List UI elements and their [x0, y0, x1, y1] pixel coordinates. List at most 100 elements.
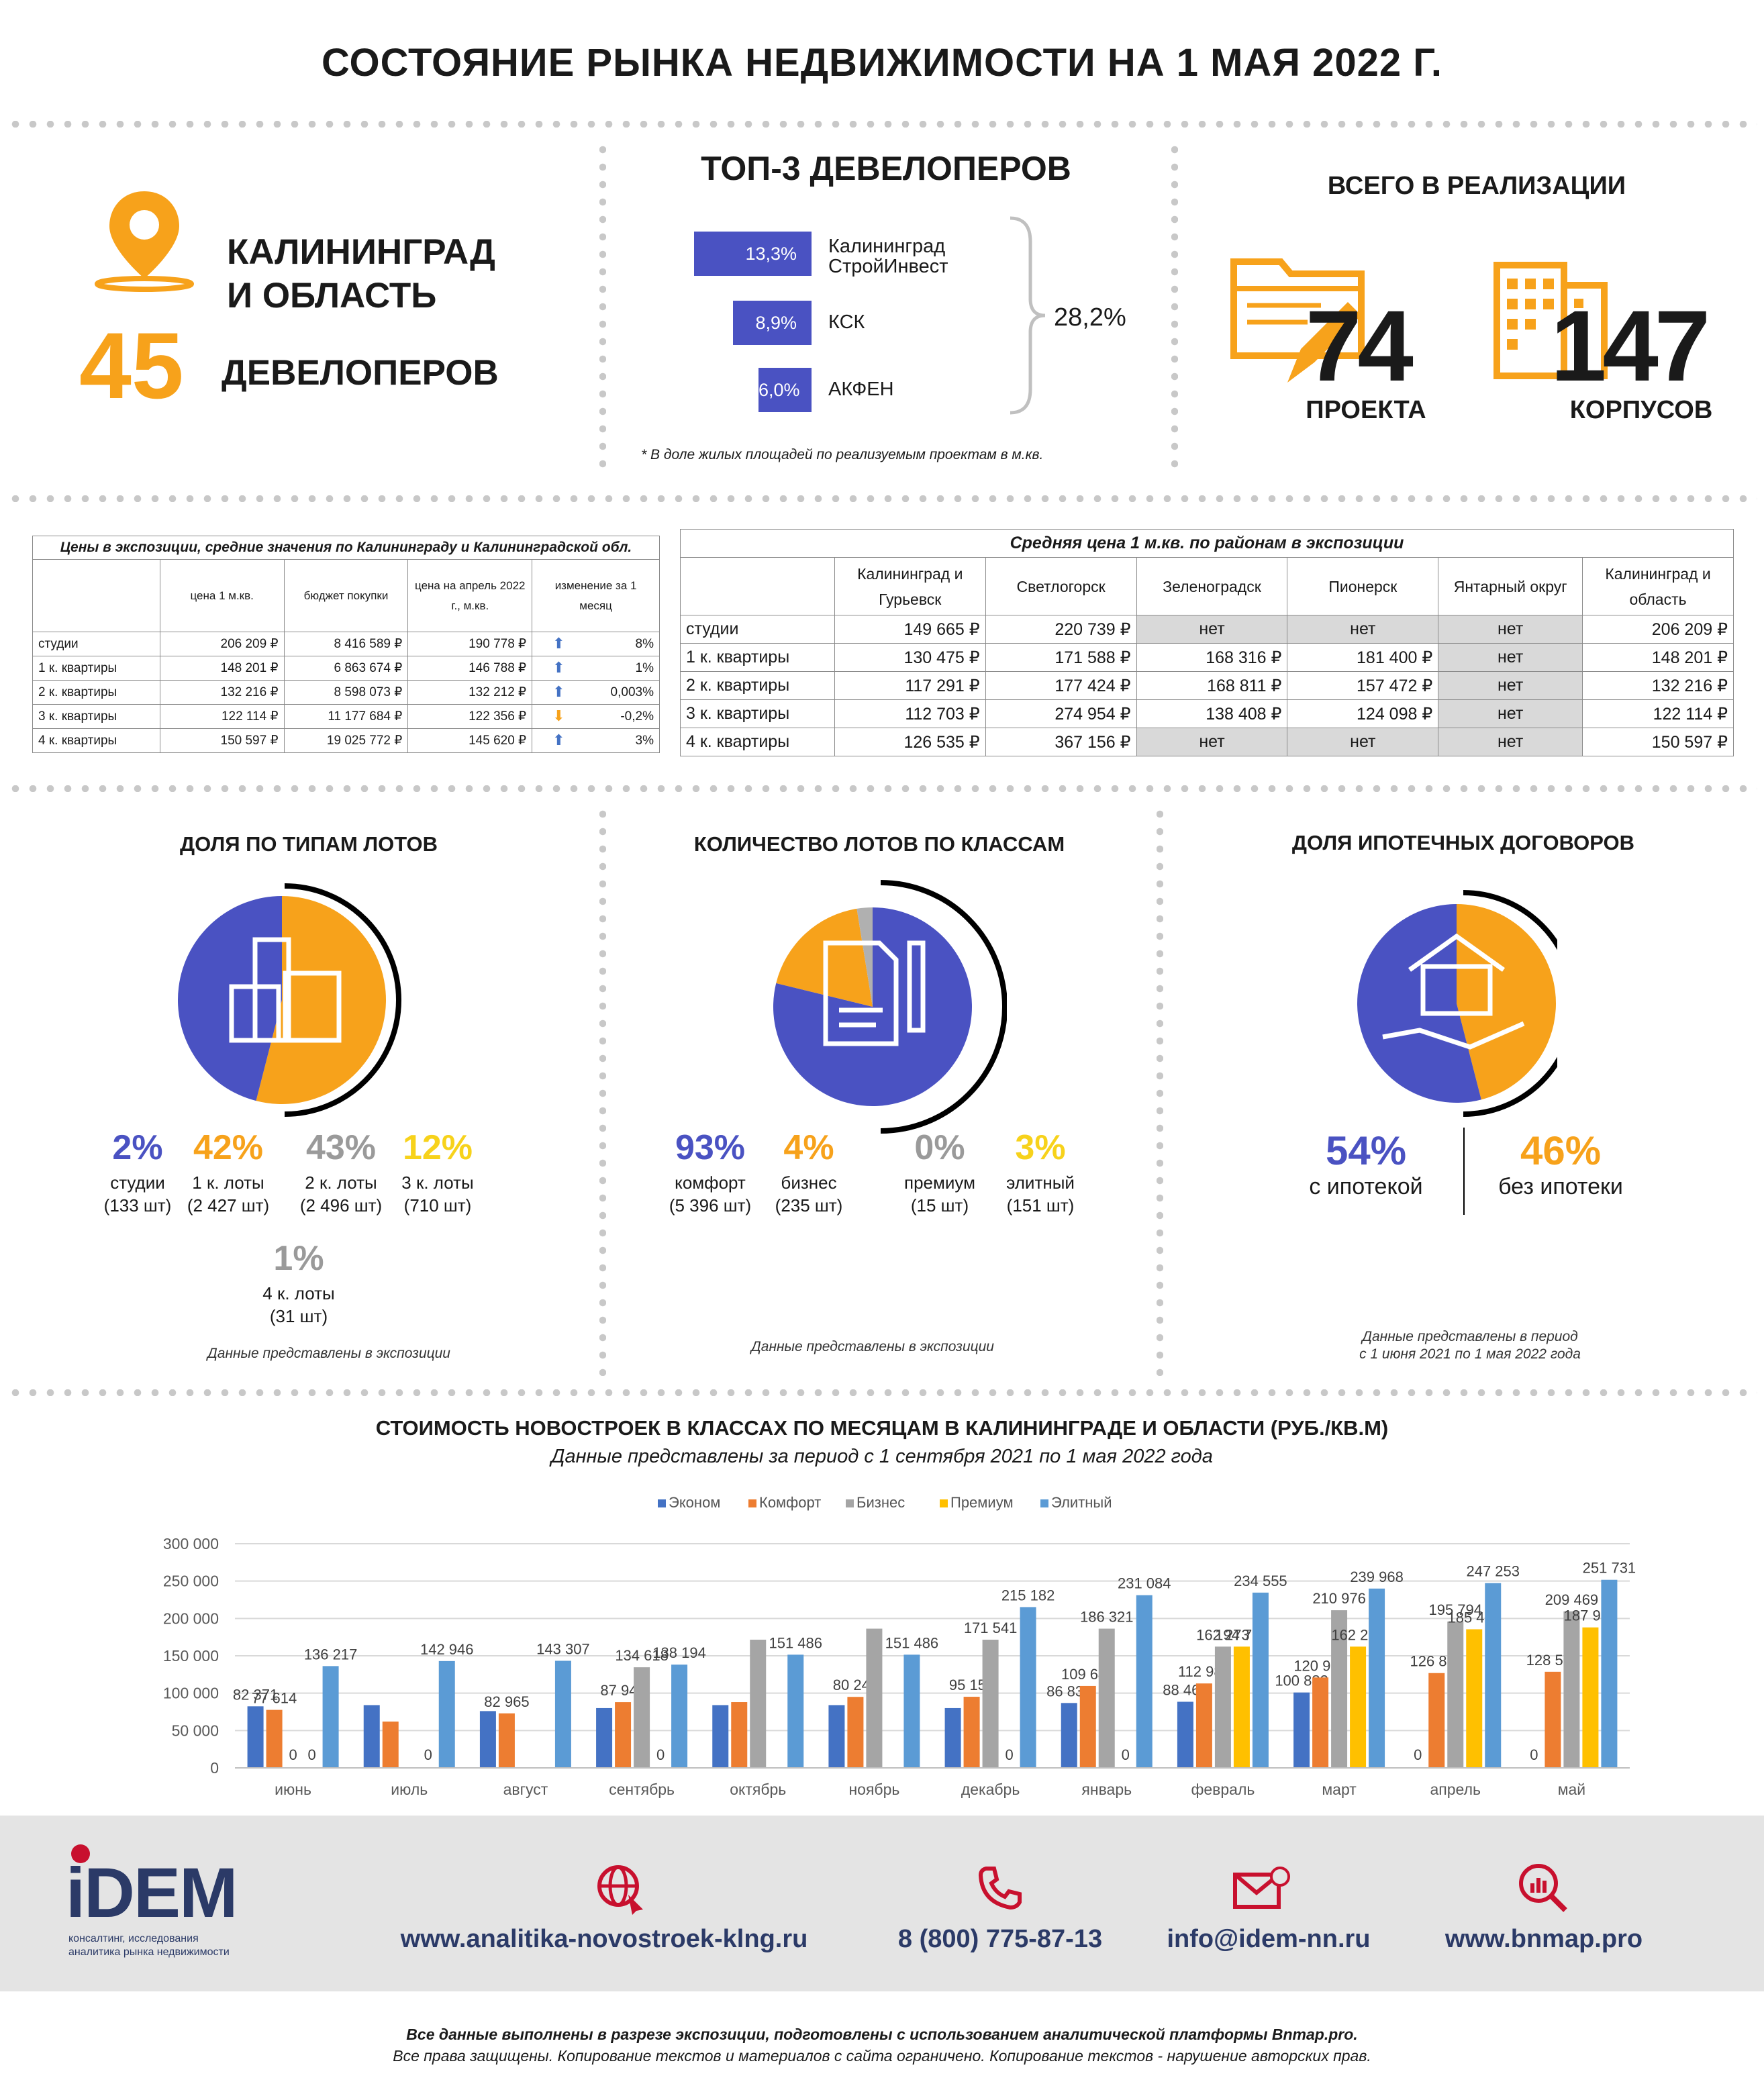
- table-row: 2 к. квартиры 132 216 ₽8 598 073 ₽132 212…: [32, 680, 660, 705]
- stat-percent: 43%: [305, 1128, 377, 1167]
- row-change: ⬆ 3%: [532, 728, 660, 753]
- table-header: [680, 557, 835, 615]
- bar-Эконом: [712, 1705, 729, 1768]
- developer-name: АКФЕН: [828, 379, 894, 399]
- table-cell: 157 472 ₽: [1287, 671, 1439, 700]
- email-icon: [1233, 1867, 1290, 1909]
- phone-link[interactable]: 8 (800) 775-87-13: [897, 1925, 1103, 1953]
- logo-text: iDEM: [66, 1854, 238, 1932]
- price-table: Цены в экспозиции, средние значения по К…: [32, 536, 660, 753]
- bar-Элитный: [322, 1666, 339, 1768]
- table-cell: нет: [1287, 615, 1439, 644]
- data-label: 138 194: [652, 1644, 706, 1661]
- row-change-value: 0,003%: [610, 685, 654, 699]
- data-label: 143 307: [536, 1640, 590, 1657]
- table-row: 3 к. квартиры 122 114 ₽11 177 684 ₽122 35…: [32, 704, 660, 729]
- mortgage-title: ДОЛЯ ИПОТЕЧНЫХ ДОГОВОРОВ: [1291, 831, 1635, 854]
- bar-Эконом: [363, 1705, 380, 1768]
- x-tick-label: июнь: [275, 1781, 311, 1798]
- stat-label: элитный: [1006, 1173, 1075, 1193]
- arrow-up-icon: ⬆: [552, 732, 565, 748]
- data-label: 0: [307, 1746, 315, 1763]
- table-cell: нет: [1136, 728, 1288, 756]
- table-row: 1 к. квартиры 130 475 ₽171 588 ₽168 316 ₽…: [680, 643, 1734, 672]
- row-budget: 6 863 674 ₽: [283, 656, 409, 681]
- stat-label: студии: [110, 1173, 165, 1193]
- site2-link[interactable]: www.bnmap.pro: [1444, 1925, 1643, 1953]
- table-cell: 181 400 ₽: [1287, 643, 1439, 672]
- bar-Элитный: [554, 1660, 571, 1768]
- row-change: ⬇ -0,2%: [532, 704, 660, 729]
- bar-Бизнес: [750, 1640, 767, 1768]
- divider: [7, 785, 1757, 792]
- divider: [7, 495, 1757, 502]
- table-cell: нет: [1438, 643, 1583, 672]
- lot-types-title: ДОЛЯ ПО ТИПАМ ЛОТОВ: [180, 832, 438, 856]
- row-price: 122 114 ₽: [159, 704, 285, 729]
- email-link[interactable]: info@idem-nn.ru: [1167, 1925, 1371, 1953]
- table-cell: нет: [1438, 728, 1583, 756]
- projects-count: 74: [1306, 289, 1414, 402]
- disclaimer-line1: Все данные выполнены в разрезе экспозици…: [406, 2026, 1358, 2043]
- row-change: ⬆ 0,003%: [532, 680, 660, 705]
- table-cell: 149 665 ₽: [834, 615, 986, 644]
- stat-label: 2 к. лоты: [305, 1173, 377, 1193]
- data-label: 186 321: [1080, 1609, 1134, 1626]
- data-label: 239 968: [1350, 1569, 1404, 1585]
- bar-Бизнес: [1214, 1646, 1231, 1768]
- table-header: Калининград и область: [1582, 557, 1734, 615]
- bar-Комфорт: [1312, 1677, 1329, 1768]
- data-label: 0: [656, 1746, 665, 1763]
- data-label: 0: [289, 1746, 297, 1763]
- table-header: Зеленоградск: [1136, 557, 1288, 615]
- bar-Комфорт: [498, 1713, 515, 1768]
- brace-icon: [1010, 216, 1046, 415]
- stat-percent: 54%: [1325, 1128, 1407, 1173]
- price-table-grid: цена 1 м.кв. бюджет покупки цена на апре…: [32, 559, 660, 753]
- document-pen-icon: [823, 940, 926, 1046]
- table-row: студии 206 209 ₽8 416 589 ₽190 778 ₽ ⬆ 8%: [32, 632, 660, 656]
- table-cell: 274 954 ₽: [985, 699, 1137, 728]
- bar-Эконом: [247, 1706, 264, 1768]
- y-tick-label: 50 000: [172, 1722, 219, 1739]
- developer-name-line1: Калининград: [828, 236, 946, 257]
- bar-Бизнес: [1563, 1611, 1580, 1768]
- table-row: 4 к. квартиры 150 597 ₽19 025 772 ₽145 62…: [32, 728, 660, 753]
- price-table-title: Цены в экспозиции, средние значения по К…: [32, 536, 660, 559]
- projects-label: ПРОЕКТА: [1306, 396, 1426, 424]
- bar-Эконом: [596, 1707, 613, 1768]
- row-april: 146 788 ₽: [407, 656, 533, 681]
- legend-label: Комфорт: [759, 1494, 821, 1511]
- bar-Комфорт: [1428, 1673, 1445, 1768]
- bar-Премиум: [1233, 1646, 1250, 1768]
- stat-label: с ипотекой: [1309, 1174, 1423, 1199]
- bar-chart: Эконом Комфорт Бизнес Премиум Элитный 0 50 000…: [163, 1494, 1636, 1798]
- disclaimer-line2: Все права защищены. Копирование текстов …: [393, 2047, 1371, 2065]
- mortgage-note-line1: Данные представлены в период: [1362, 1329, 1578, 1344]
- table-row: 3 к. квартиры 112 703 ₽274 954 ₽138 408 ₽…: [680, 699, 1734, 728]
- bar-Бизнес: [1447, 1622, 1464, 1768]
- bar-Комфорт: [1545, 1671, 1561, 1768]
- row-budget: 11 177 684 ₽: [283, 704, 409, 729]
- table-cell: 367 156 ₽: [985, 728, 1137, 756]
- stat-label: 4 к. лоты: [262, 1283, 335, 1303]
- region-line1: КАЛИНИНГРАД: [227, 232, 495, 272]
- house-hand-icon: [1382, 933, 1525, 1050]
- bar-Комфорт: [382, 1721, 399, 1768]
- divider: [1157, 805, 1163, 1376]
- table-header: [32, 559, 160, 632]
- table-cell: 168 316 ₽: [1136, 643, 1288, 672]
- search-chart-icon: [1519, 1864, 1567, 1912]
- footer-band: [0, 1816, 1764, 1991]
- data-label: 247 253: [1466, 1563, 1520, 1580]
- stat-label: премиум: [904, 1173, 975, 1193]
- developer-share-bar: 13,3%: [694, 232, 812, 276]
- table-cell: 126 535 ₽: [834, 728, 986, 756]
- stat-label: бизнес: [781, 1173, 837, 1193]
- site1-link[interactable]: www.analitika-novostroek-klng.ru: [400, 1925, 808, 1953]
- lot-classes-note: Данные представлены в экспозиции: [750, 1339, 994, 1354]
- x-tick-label: ноябрь: [848, 1781, 899, 1798]
- chart-title: СТОИМОСТЬ НОВОСТРОЕК В КЛАССАХ ПО МЕСЯЦА…: [375, 1416, 1389, 1440]
- data-label: 142 946: [420, 1641, 474, 1658]
- bar-Эконом: [1293, 1692, 1310, 1768]
